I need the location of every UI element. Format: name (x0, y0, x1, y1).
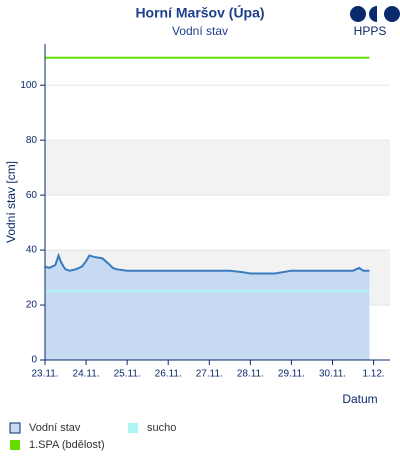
y-tick-label: 0 (31, 355, 37, 366)
x-tick-label: 26.11. (155, 369, 182, 380)
x-tick-label: 25.11. (114, 369, 141, 380)
chart-title: Horní Maršov (Úpa) (135, 4, 264, 21)
legend-label: 1.SPA (bdělost) (29, 439, 105, 451)
legend-label: sucho (147, 422, 176, 434)
y-tick-label: 40 (26, 245, 38, 256)
y-tick-label: 80 (26, 135, 38, 146)
x-tick-label: 27.11. (196, 369, 223, 380)
line (44, 252, 370, 275)
legend: Vodní stav sucho 1.SPA (bdělost) (9, 422, 176, 451)
x-tick-label: 29.11. (278, 369, 305, 380)
legend-label: Vodní stav (29, 422, 81, 434)
x-tick-label: 24.11. (73, 369, 100, 380)
legend-swatch (128, 423, 138, 433)
x-tick-label: 30.11. (319, 369, 346, 380)
x-tick-label: 28.11. (237, 369, 264, 380)
x-axis-label: Datum (342, 392, 377, 406)
y-axis-label: Vodní stav [cm] (4, 161, 18, 243)
legend-swatch (9, 422, 21, 434)
grid-band (45, 140, 390, 196)
y-tick-label: 60 (26, 190, 38, 201)
logo-text: HPPS (354, 24, 387, 38)
x-tick-label: 1.12. (362, 369, 384, 380)
area (45, 255, 370, 360)
y-tick-label: 100 (20, 80, 37, 91)
x-tick-label: 23.11. (31, 369, 58, 380)
logo (350, 6, 400, 22)
y-tick-label: 20 (26, 300, 38, 311)
chart-subtitle: Vodní stav (172, 24, 228, 38)
legend-swatch (10, 440, 20, 450)
